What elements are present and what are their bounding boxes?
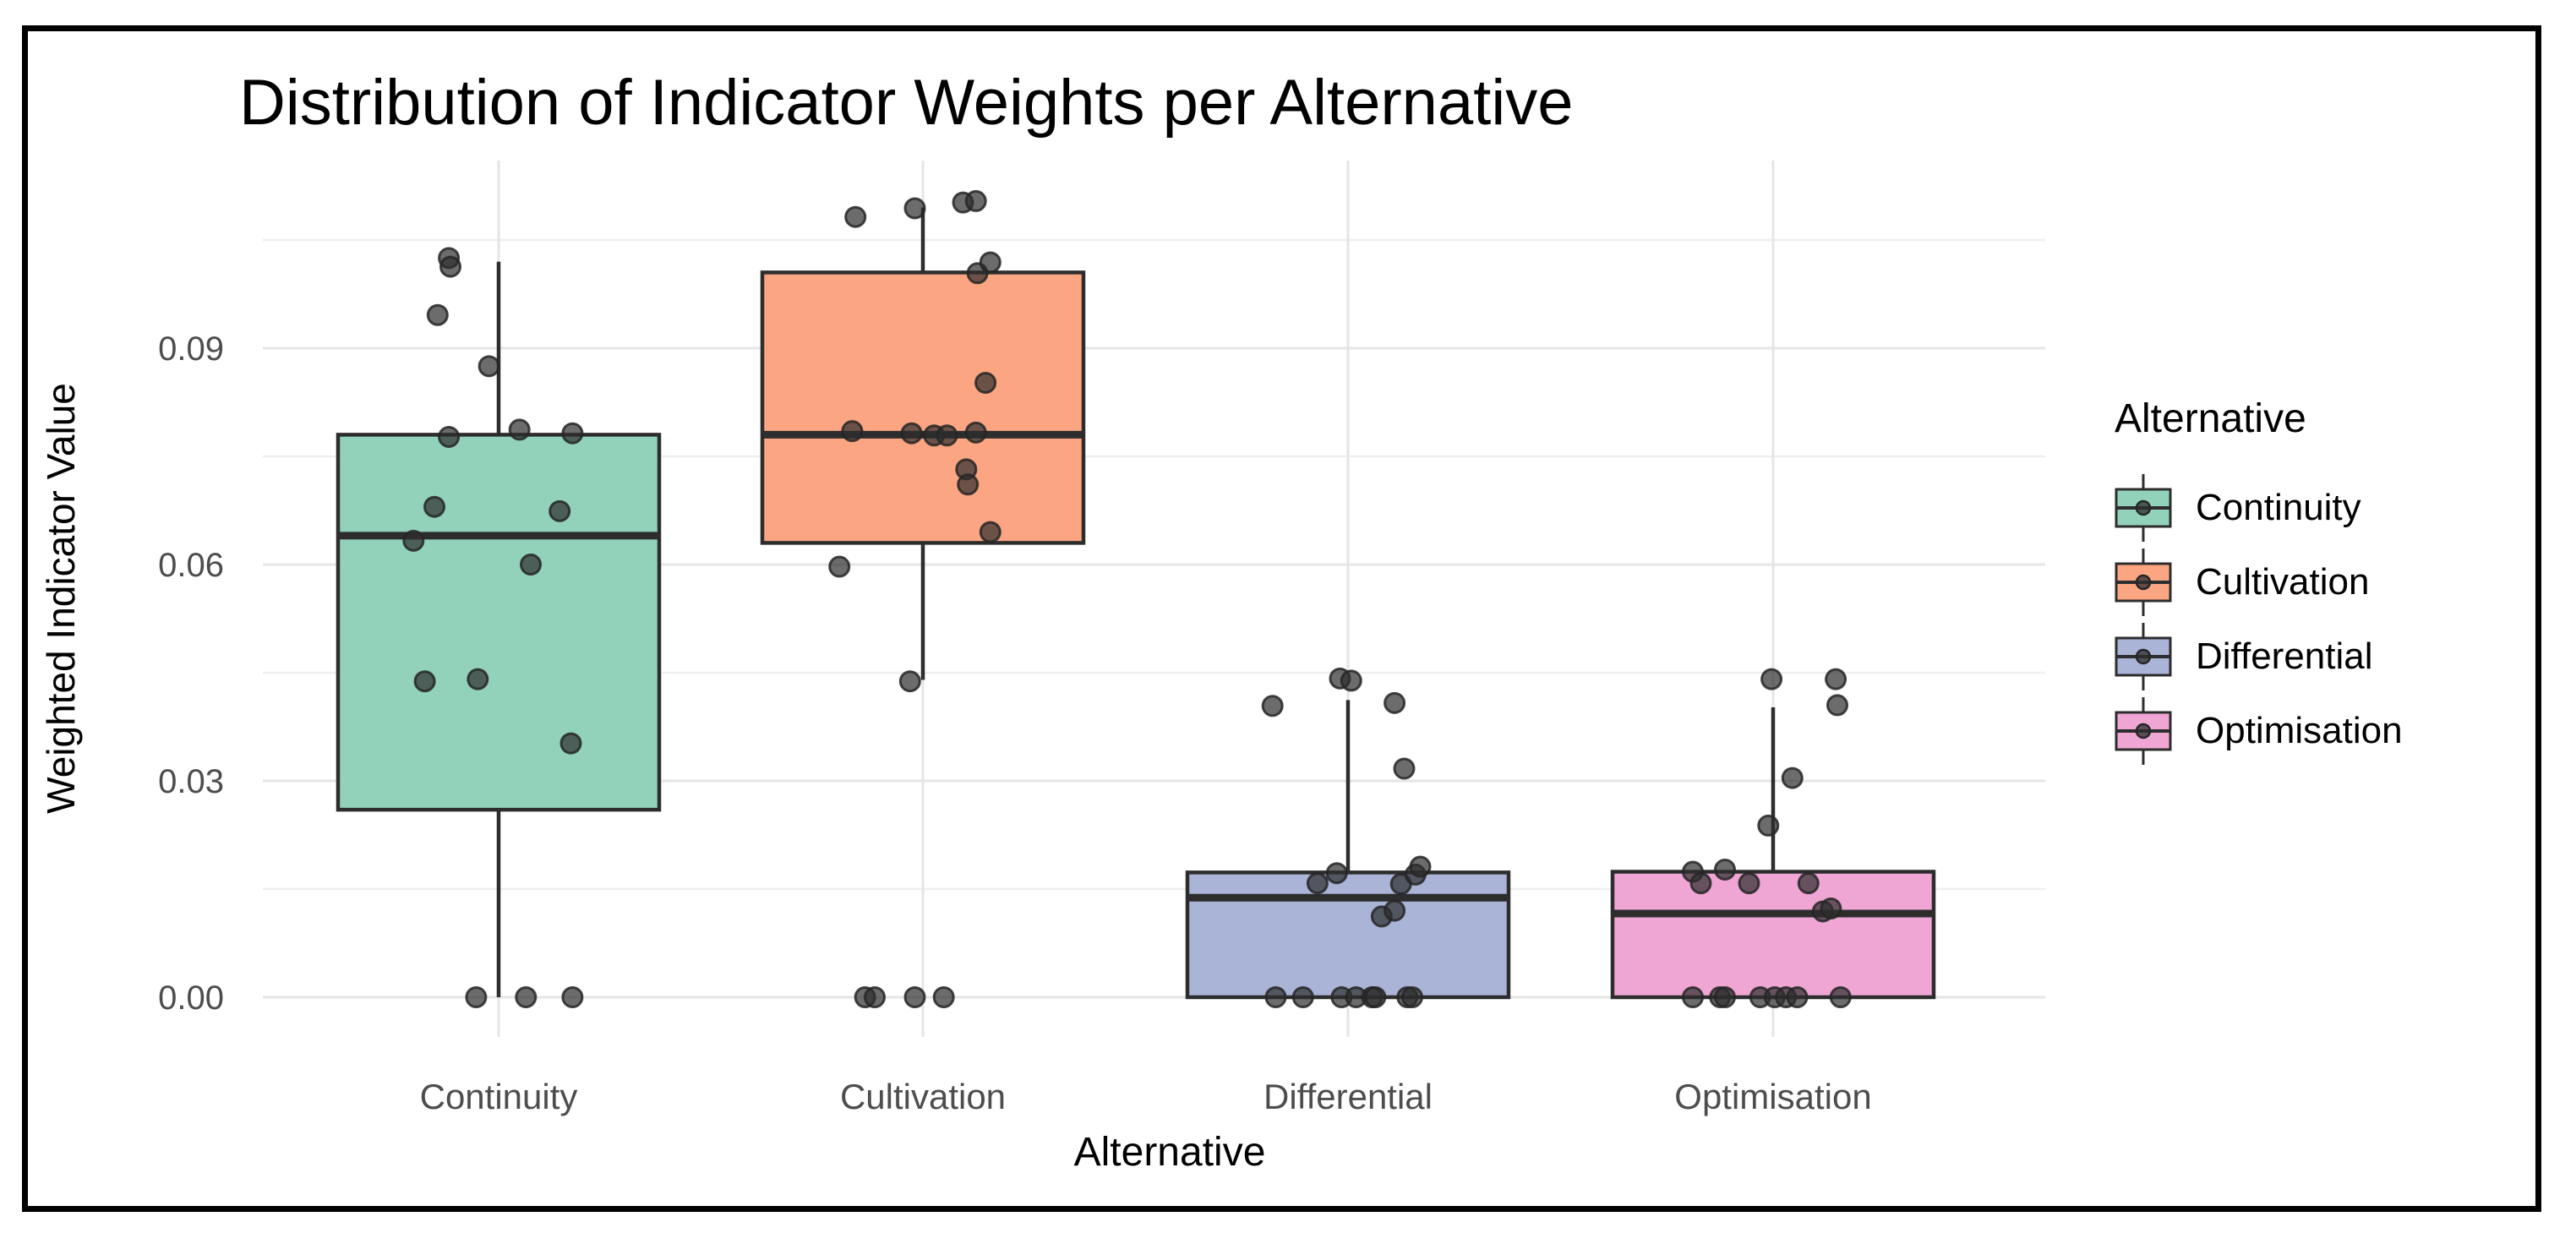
jitter-point [515,986,538,1008]
jitter-point [561,986,584,1008]
jitter-point [1825,668,1847,690]
screenshot-border [22,25,2541,1212]
jitter-point [1757,814,1780,837]
legend-title: Alternative [2115,396,2306,441]
jitter-point [1781,767,1804,789]
legend-entry-continuity: Continuity [2113,471,2403,545]
jitter-point [1364,986,1387,1008]
jitter-point [559,732,582,755]
legend-key-boxplot-icon [2115,697,2172,765]
series-continuity [336,247,662,1008]
jitter-point [1325,862,1348,885]
jitter-point [1682,986,1704,1008]
y-tick-label: 0.09 [158,330,224,368]
jitter-point [1340,669,1362,692]
box-cultivation [760,270,1086,545]
jitter-point [979,251,1001,274]
x-tick-label: Continuity [420,1077,578,1116]
y-tick-label: 0.00 [158,979,224,1017]
jitter-point [1401,986,1423,1008]
jitter-point [413,670,436,693]
x-tick-label: Differential [1263,1077,1433,1116]
box-optimisation [1610,870,1936,1000]
jitter-point [1384,691,1406,714]
jitter-point [932,986,955,1008]
series-differential [1185,667,1511,1008]
jitter-point [467,668,489,690]
jitter-point [841,420,864,443]
jitter-point [1714,986,1736,1008]
legend-entry-optimisation: Optimisation [2113,694,2403,768]
jitter-point [438,425,461,448]
jitter-point [844,205,867,228]
legend-entry-differential: Differential [2113,619,2403,694]
legend-key-boxplot-icon [2115,623,2172,690]
jitter-point [1264,986,1287,1008]
x-tick-label: Cultivation [840,1077,1006,1116]
jitter-point [520,554,542,576]
jitter-point [1261,695,1284,717]
legend-label: Optimisation [2196,710,2403,751]
jitter-point [1820,897,1842,920]
legend-label: Cultivation [2196,561,2370,603]
legend-entry-cultivation: Cultivation [2113,545,2403,619]
jitter-point [1291,986,1314,1008]
jitter-point [964,189,987,212]
key-point [2135,499,2152,516]
box-differential [1185,870,1511,1000]
jitter-point [979,521,1001,543]
box-continuity [336,433,662,812]
jitter-point [1409,855,1432,878]
x-tick-label: Optimisation [1674,1077,1871,1116]
jitter-point [1786,986,1809,1008]
legend-label: Differential [2196,636,2373,677]
jitter-point [561,422,584,445]
legend-key-boxplot-icon [2115,474,2172,542]
jitter-point [957,473,980,496]
jitter-point [903,197,926,220]
series-optimisation [1610,668,1936,1008]
key-point [2135,574,2152,591]
jitter-point [402,529,425,552]
jitter-point [1306,872,1329,895]
jitter-point [1384,899,1406,922]
jitter-point [898,670,921,693]
jitter-point [900,422,923,445]
chart-title: Distribution of Indicator Weights per Al… [239,67,1574,139]
legend-key-boxplot-icon [2115,548,2172,616]
key-point [2135,648,2152,665]
jitter-point [439,255,461,278]
jitter-point [903,986,926,1008]
jitter-point [423,495,445,518]
jitter-point [828,555,851,578]
y-tick-label: 0.06 [158,547,224,584]
series-cultivation [760,189,1086,1008]
legend-label: Continuity [2196,487,2361,528]
jitter-point [1393,757,1416,780]
jitter-point [964,421,987,444]
legend: Alternative Continuity Cultivation Differe… [2113,396,2403,768]
jitter-point [1826,694,1848,717]
jitter-point [1689,872,1712,895]
jitter-point [465,986,488,1008]
key-point [2135,723,2152,739]
jitter-point [426,303,449,326]
jitter-point [548,499,571,522]
legend-entries: Continuity Cultivation Differential Optimis… [2113,471,2403,768]
jitter-point [1714,858,1736,881]
jitter-point [478,355,500,378]
jitter-point [936,424,958,447]
jitter-point [1760,668,1783,690]
jitter-point [508,418,531,441]
jitter-point [974,371,997,394]
x-axis-title: Alternative [1073,1130,1266,1175]
jitter-point [864,986,886,1008]
jitter-point [1829,986,1852,1008]
jitter-point [1797,872,1820,895]
jitter-point [1738,872,1760,895]
y-tick-label: 0.03 [158,763,224,800]
